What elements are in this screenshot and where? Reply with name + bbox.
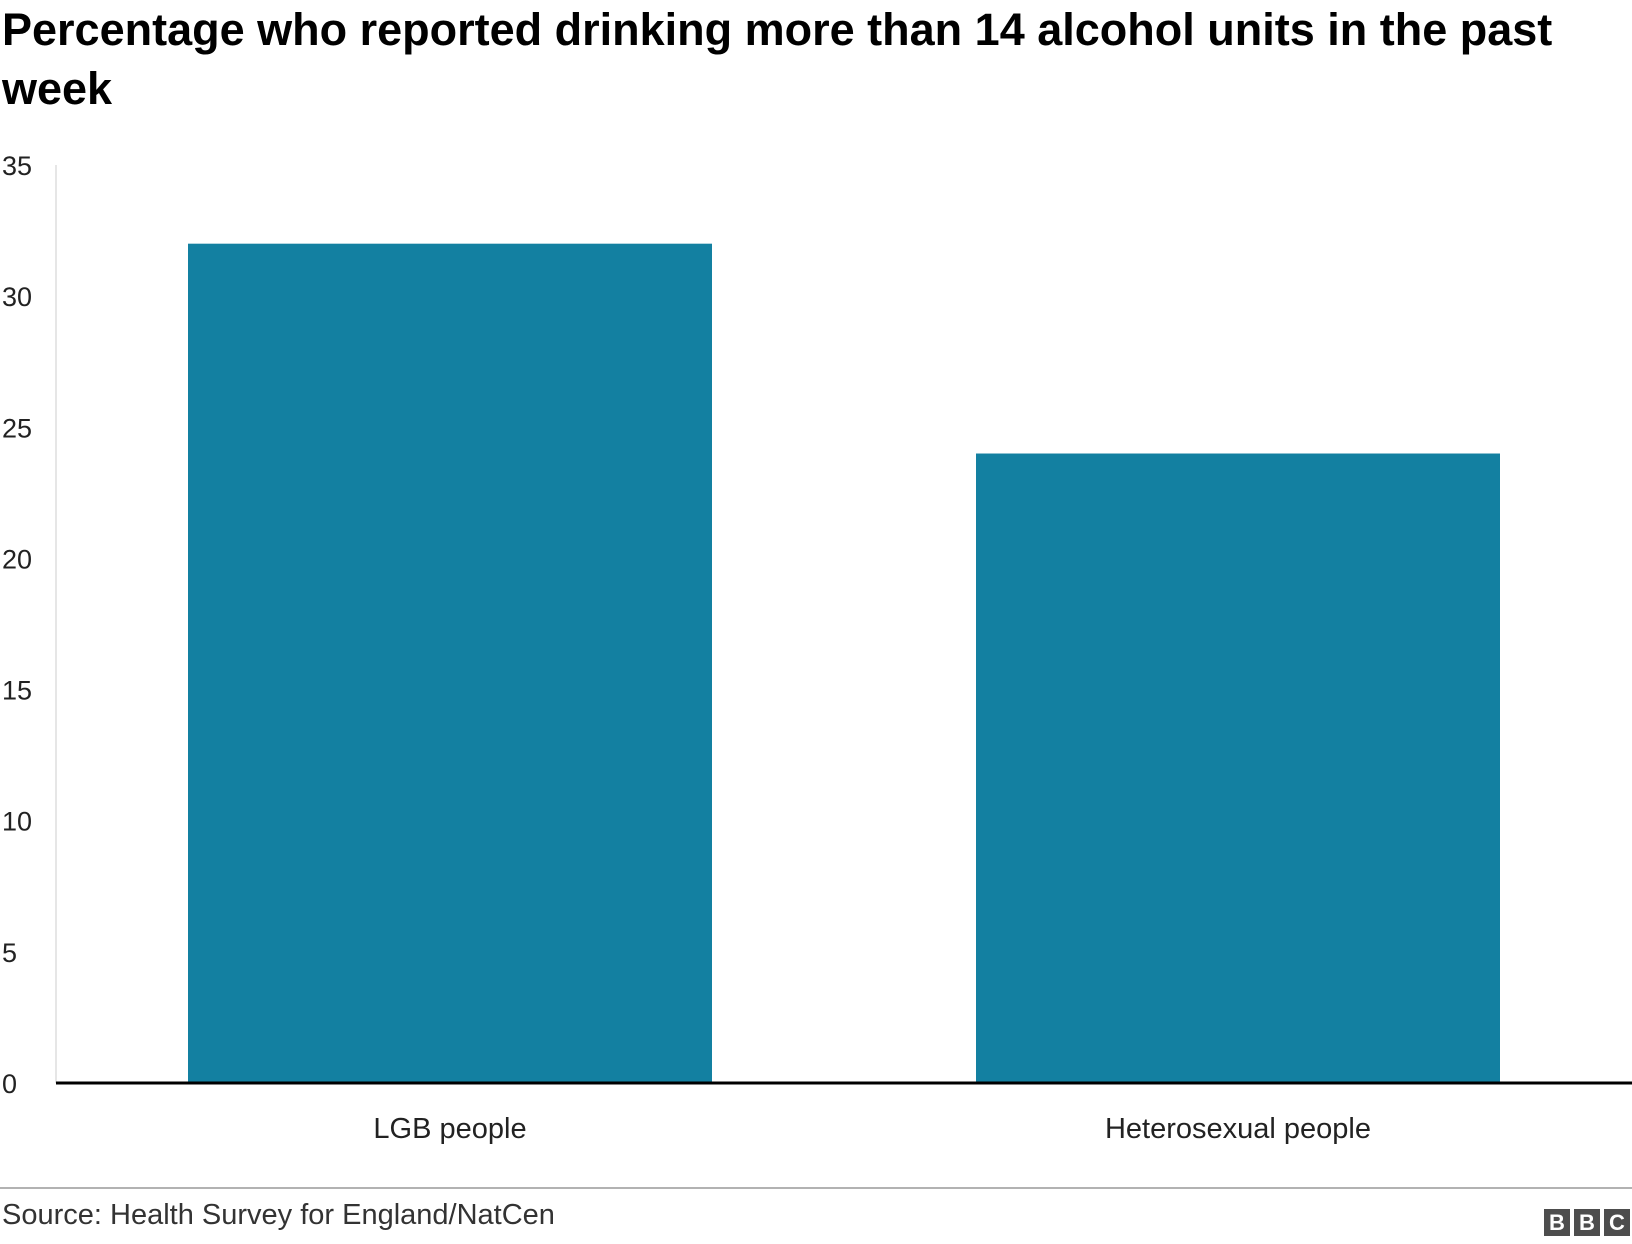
bars	[188, 243, 1500, 1083]
x-axis-labels: LGB people Heterosexual people	[373, 1113, 1371, 1145]
chart-title: Percentage who reported drinking more th…	[2, 4, 1553, 114]
x-category-label: Heterosexual people	[1105, 1113, 1371, 1145]
x-category-label: LGB people	[373, 1113, 526, 1145]
y-tick-label: 10	[2, 807, 32, 837]
bbc-logo-letter: B	[1544, 1209, 1570, 1236]
bbc-logo-letter: B	[1574, 1209, 1600, 1236]
bbc-logo-letter: C	[1604, 1209, 1630, 1236]
bar	[188, 243, 712, 1083]
y-tick-label: 15	[2, 676, 32, 706]
y-tick-label: 0	[2, 1069, 17, 1099]
bar	[976, 453, 1500, 1083]
y-tick-label: 35	[2, 151, 32, 181]
y-tick-label: 30	[2, 282, 32, 312]
y-tick-label: 20	[2, 544, 32, 574]
y-axis-ticks: 0 5 10 15 20 25 30 35	[2, 151, 32, 1099]
bbc-logo: B B C	[1544, 1209, 1630, 1236]
source-note: Source: Health Survey for England/NatCen	[2, 1199, 555, 1231]
y-tick-label: 5	[2, 938, 17, 968]
y-tick-label: 25	[2, 413, 32, 443]
